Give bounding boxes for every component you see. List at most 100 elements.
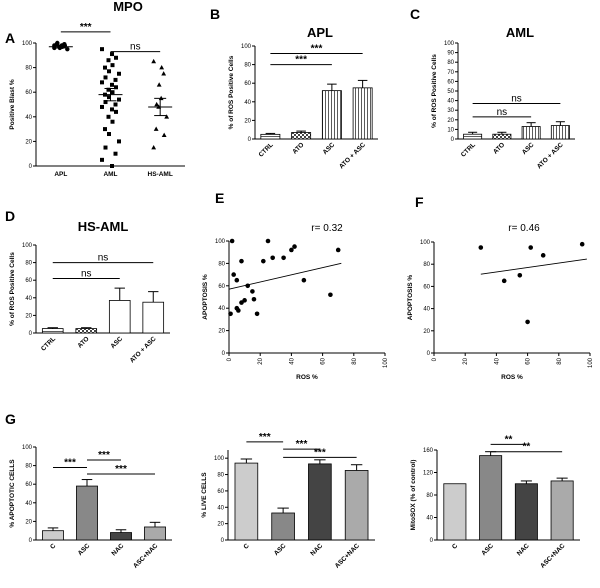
- bar-asc: [521, 126, 541, 140]
- x-category-label: HS-AML: [148, 171, 173, 178]
- bar-ato: [75, 328, 98, 334]
- y-tick-label: 60: [218, 284, 225, 290]
- data-point: [234, 277, 240, 283]
- x-category-label: ATO: [492, 141, 506, 155]
- data-point: [161, 71, 167, 76]
- y-tick-label: 80: [25, 464, 32, 470]
- bar-ctrl: [260, 133, 281, 140]
- bar-c: [234, 462, 259, 541]
- y-tick-label: 50: [447, 89, 454, 95]
- x-category-label: C: [451, 542, 459, 550]
- panel-label: G: [5, 411, 16, 427]
- panel-g2: 0 20 40 60 80 100 % LIVE CELLS C ASC NAC ASC+NAC **…: [201, 432, 375, 570]
- significance-label: ***: [314, 447, 326, 458]
- panel-b: B APL 0 20 40 60 80 100 % of ROS Positive Cells C…: [210, 6, 378, 170]
- x-category-label: ASC: [480, 542, 495, 557]
- y-tick-label: 100: [215, 239, 226, 245]
- data-point: [103, 100, 108, 105]
- bar-nac: [110, 532, 132, 541]
- y-tick-label: 0: [221, 538, 225, 544]
- bar-asc: [479, 455, 503, 541]
- data-point: [478, 245, 484, 250]
- data-point: [528, 245, 534, 250]
- data-point: [281, 255, 286, 261]
- y-axis-label: % of ROS Positive Cells: [228, 55, 235, 129]
- data-point: [110, 52, 114, 57]
- data-point: [229, 238, 235, 244]
- data-point: [110, 119, 115, 124]
- y-tick-label: 120: [423, 471, 434, 477]
- x-tick-label: 80: [557, 357, 563, 364]
- panel-label: A: [5, 30, 15, 46]
- significance-label: ***: [80, 22, 92, 33]
- data-point: [117, 139, 121, 144]
- y-tick-label: 80: [25, 66, 32, 72]
- x-category-label: NAC: [516, 542, 531, 557]
- x-tick-label: 100: [588, 357, 594, 368]
- x-category-label: ASC: [322, 141, 337, 156]
- y-tick-label: 40: [447, 99, 454, 105]
- x-category-label: ASC: [521, 141, 536, 156]
- bar-asc-nac: [144, 526, 166, 541]
- data-point: [103, 145, 108, 150]
- significance-label: ***: [296, 439, 308, 450]
- x-category-label: APL: [54, 171, 67, 178]
- chart-title: AML: [506, 25, 534, 40]
- data-point: [100, 157, 104, 162]
- x-category-label: ATO + ASC: [536, 141, 565, 170]
- significance-label: ns: [81, 268, 92, 279]
- chart-title: APL: [307, 25, 333, 40]
- y-tick-label: 20: [244, 118, 251, 124]
- y-tick-label: 0: [427, 351, 431, 357]
- data-point: [110, 90, 115, 95]
- x-tick-label: 40: [494, 357, 500, 364]
- data-point: [517, 273, 523, 278]
- y-tick-label: 80: [447, 60, 454, 66]
- data-point: [159, 65, 165, 70]
- bar-c: [42, 530, 64, 541]
- y-tick-label: 100: [22, 445, 33, 451]
- y-tick-label: 20: [25, 313, 32, 319]
- y-tick-label: 40: [25, 501, 32, 507]
- y-tick-label: 0: [222, 351, 226, 357]
- y-tick-label: 20: [25, 139, 32, 145]
- y-tick-label: 60: [423, 284, 430, 290]
- y-tick-label: 20: [218, 329, 225, 335]
- y-tick-label: 60: [25, 482, 32, 488]
- x-category-label: CTRL: [460, 141, 477, 158]
- data-point: [114, 85, 118, 90]
- data-point: [292, 244, 297, 249]
- y-tick-label: 0: [451, 137, 455, 143]
- x-tick-label: 100: [383, 357, 389, 368]
- data-point: [110, 107, 114, 112]
- y-axis-label: % APOPTOTIC CELLS: [9, 459, 16, 528]
- data-point: [540, 253, 546, 258]
- data-point: [117, 97, 121, 102]
- y-tick-label: 20: [447, 118, 454, 124]
- significance-label: ns: [511, 93, 522, 104]
- data-point: [151, 144, 157, 150]
- significance-label: ***: [295, 55, 307, 66]
- y-tick-label: 60: [25, 90, 32, 96]
- x-category-label: AML: [103, 171, 117, 178]
- y-tick-label: 40: [217, 505, 224, 511]
- bar-ctrl: [41, 328, 64, 334]
- significance-label: ns: [497, 107, 508, 118]
- data-point: [161, 132, 167, 138]
- data-point: [164, 114, 170, 119]
- data-point: [261, 258, 266, 264]
- data-point: [114, 55, 118, 60]
- data-point: [117, 71, 121, 76]
- x-axis-label: ROS %: [501, 374, 523, 381]
- data-point: [239, 258, 244, 264]
- x-category-label: NAC: [309, 542, 324, 557]
- bar-asc-nac: [344, 470, 369, 541]
- significance-label: **: [505, 434, 513, 445]
- panel-label: D: [5, 208, 15, 224]
- bar-asc: [108, 300, 131, 334]
- chart-title: MPO: [113, 0, 143, 14]
- y-axis-label: % of ROS Positive Cells: [9, 252, 16, 326]
- data-point: [525, 319, 530, 325]
- data-point: [100, 47, 104, 52]
